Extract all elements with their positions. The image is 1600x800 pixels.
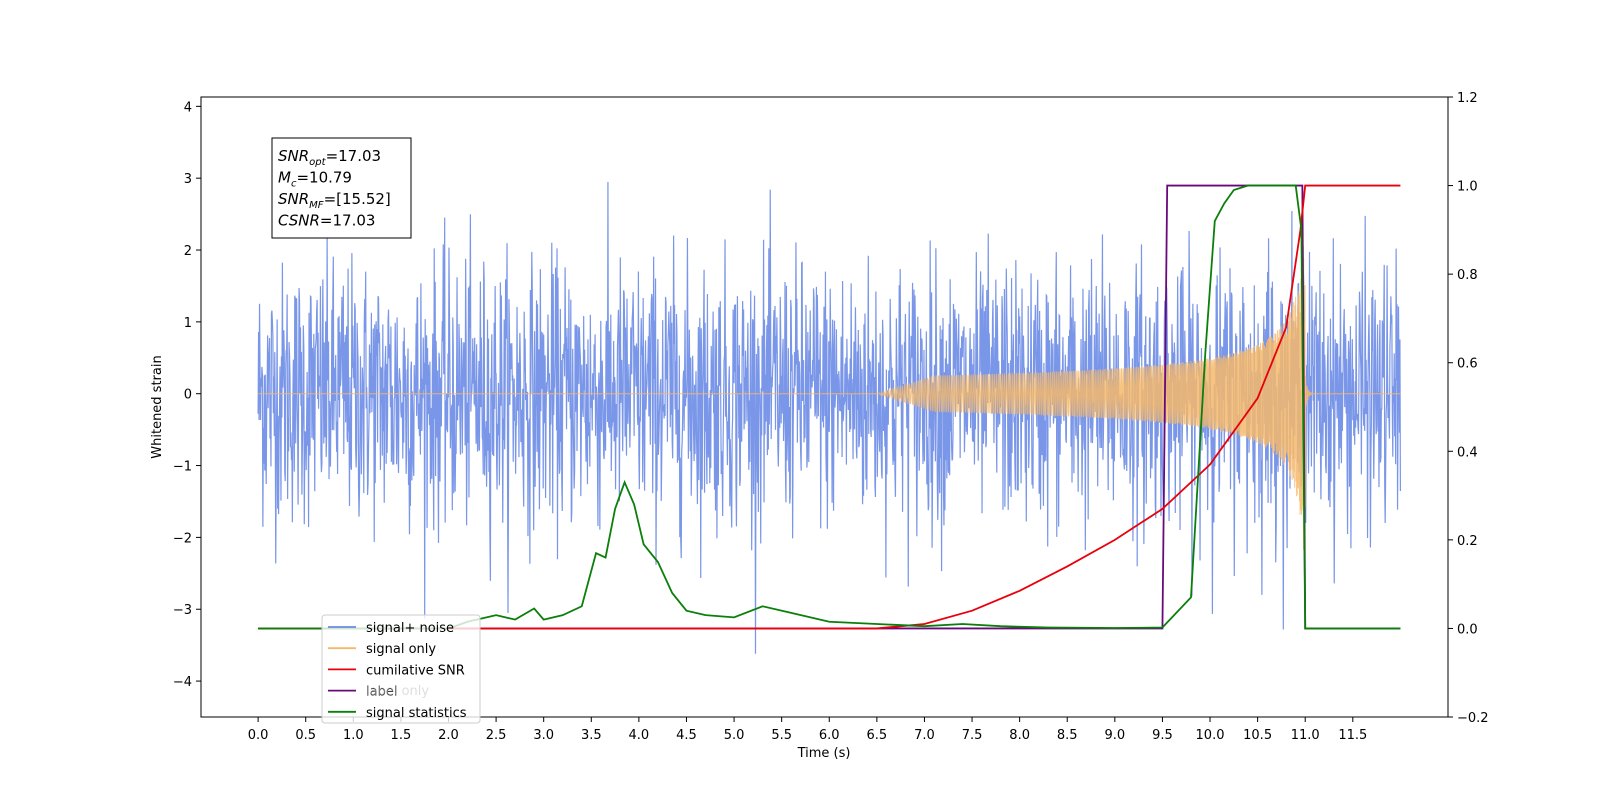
x-tick-label: 9.5	[1152, 728, 1173, 743]
legend: signal+ noise signal only cumilative SNR la…	[321, 614, 481, 724]
x-tick-label: 5.5	[771, 728, 792, 743]
legend-label-faint: label only	[366, 684, 429, 699]
x-tick-label: 3.0	[533, 728, 554, 743]
legend-label: cumilative SNR	[366, 663, 465, 678]
annotation-line: CSNR=17.03	[278, 212, 375, 230]
legend-box	[321, 614, 481, 724]
x-tick-label: 4.0	[629, 728, 650, 743]
x-tick-label: 8.0	[1009, 728, 1030, 743]
y2-tick-label: 0.6	[1457, 357, 1478, 372]
x-tick-label: 0.0	[248, 728, 269, 743]
x-tick-label: 6.5	[867, 728, 888, 743]
x-tick-label: 6.0	[819, 728, 840, 743]
x-tick-label: 8.5	[1057, 728, 1078, 743]
legend-label: signal+ noise	[366, 621, 454, 636]
x-tick-label: 5.0	[724, 728, 745, 743]
annotation-line: SNRopt=17.03	[278, 147, 381, 168]
plot-area	[257, 181, 1401, 654]
annotation-line: Mc=10.79	[278, 169, 352, 190]
x-tick-label: 10.0	[1196, 728, 1225, 743]
x-tick-label: 11.0	[1291, 728, 1320, 743]
y-tick-label: 1	[184, 316, 192, 331]
x-tick-label: 7.5	[962, 728, 983, 743]
x-tick-label: 9.0	[1104, 728, 1125, 743]
y2-tick-label: 0.0	[1457, 622, 1478, 637]
y-tick-label: −2	[173, 531, 192, 546]
x-axis-label: Time (s)	[797, 746, 851, 761]
y2-tick-label: 0.2	[1457, 534, 1478, 549]
series-cumulative-snr	[258, 184, 1401, 630]
x-tick-label: 2.5	[486, 728, 507, 743]
x-tick-label: 11.5	[1338, 728, 1367, 743]
y-tick-label: −3	[173, 603, 192, 618]
y2-tick-label: 1.0	[1457, 180, 1478, 195]
legend-label: signal only	[366, 642, 436, 657]
x-tick-label: 0.5	[295, 728, 316, 743]
annotation-box: SNRopt=17.03Mc=10.79SNRMF=[15.52]CSNR=17…	[271, 137, 412, 239]
y-tick-label: 0	[184, 388, 192, 403]
x-axis: 0.0 0.5 1.0 1.5 2.0 2.5 3.0 3.5 4.0 4.5 5.0 5.5 6.0 6…	[248, 717, 1367, 743]
x-tick-label: 10.5	[1243, 728, 1272, 743]
y-axis-label: Whitened strain	[150, 355, 165, 458]
x-tick-label: 3.5	[581, 728, 602, 743]
x-tick-label: 7.0	[914, 728, 935, 743]
y-tick-label: 3	[184, 172, 192, 187]
y-axis-right: −0.2 0.0 0.2 0.4 0.6 0.8 1.0 1.2	[1448, 91, 1489, 726]
y-tick-label: 2	[184, 244, 192, 259]
x-tick-label: 4.5	[676, 728, 697, 743]
axes-frame	[200, 96, 1449, 718]
y-axis-left: −4 −3 −2 −1 0 1 2 3 4	[173, 100, 201, 690]
legend-label: label	[366, 685, 397, 700]
y2-tick-label: 0.4	[1457, 445, 1478, 460]
x-tick-label: 1.5	[391, 728, 412, 743]
x-tick-label: 1.0	[343, 728, 364, 743]
y-tick-label: −4	[173, 675, 192, 690]
series-signal-noise	[257, 181, 1401, 654]
series-signal-statistics	[258, 184, 1401, 630]
annotation-line: SNRMF=[15.52]	[278, 190, 391, 211]
y2-tick-label: 0.8	[1457, 268, 1478, 283]
y-tick-label: 4	[184, 100, 192, 115]
series-signal-only	[258, 246, 1401, 550]
y2-tick-label: 1.2	[1457, 91, 1478, 106]
legend-label: signal statistics	[366, 706, 467, 721]
x-tick-label: 2.0	[438, 728, 459, 743]
y-tick-label: −1	[173, 460, 192, 475]
y2-tick-label: −0.2	[1457, 711, 1489, 726]
